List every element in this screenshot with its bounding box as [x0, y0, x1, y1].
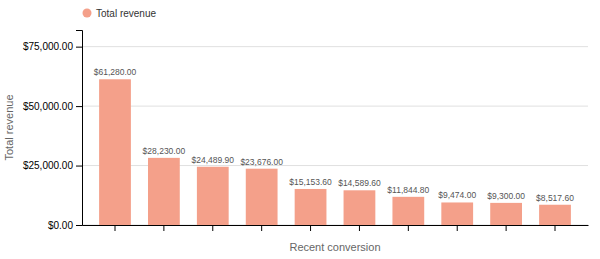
bar	[490, 203, 522, 225]
x-tick-mark	[163, 225, 164, 231]
data-label: $61,280.00	[94, 67, 137, 77]
grid-line	[82, 106, 588, 107]
x-axis-title: Recent conversion	[289, 241, 380, 253]
x-tick	[163, 225, 164, 231]
bar	[148, 158, 180, 225]
bar	[246, 169, 278, 225]
y-tick-mark	[76, 225, 82, 226]
y-axis-title: Total revenue	[3, 94, 15, 160]
x-tick-mark	[359, 225, 360, 231]
plot: $0.00 $25,000.00 $50,000.00 $75,000.00 $61,2…	[23, 31, 589, 232]
x-tick	[506, 225, 507, 231]
legend-marker	[83, 9, 92, 18]
bar	[344, 190, 376, 225]
x-tick-mark	[555, 225, 556, 231]
legend: Total revenue	[83, 8, 157, 19]
legend-label: Total revenue	[96, 8, 156, 19]
grid	[82, 47, 588, 225]
data-label: $9,474.00	[438, 190, 476, 200]
data-label: $11,844.80	[387, 185, 429, 195]
bar	[441, 202, 473, 225]
x-tick-mark	[506, 225, 507, 231]
y-tick: $25,000.00	[23, 160, 82, 171]
data-labels: $61,280.00 $28,230.00 $24,489.90 $23,676.00…	[94, 67, 574, 202]
y-tick-mark	[76, 166, 82, 167]
y-tick-mark	[76, 47, 82, 48]
data-label: $15,153.60	[289, 177, 332, 187]
x-tick-mark	[408, 225, 409, 231]
data-label: $23,676.00	[240, 157, 283, 167]
y-tick-mark	[76, 106, 82, 107]
data-label: $28,230.00	[143, 146, 186, 156]
y-tick-label: $0.00	[48, 220, 73, 231]
data-label: $9,300.00	[487, 191, 525, 201]
x-tick	[457, 225, 458, 231]
x-axis	[83, 225, 589, 231]
x-tick	[555, 225, 556, 231]
bar	[539, 205, 571, 225]
y-tick-label: $25,000.00	[23, 160, 73, 171]
bar	[295, 189, 327, 225]
y-axis: $0.00 $25,000.00 $50,000.00 $75,000.00	[23, 31, 83, 231]
x-axis-line	[83, 225, 589, 226]
x-tick	[115, 225, 116, 231]
x-tick	[261, 225, 262, 231]
x-tick-mark	[457, 225, 458, 231]
grid-line	[82, 46, 588, 47]
data-label: $14,589.60	[338, 178, 381, 188]
data-label: $24,489.90	[192, 155, 235, 165]
chart: $0.00 $25,000.00 $50,000.00 $75,000.00 $61,2…	[0, 0, 600, 259]
x-tick	[408, 225, 409, 231]
y-tick: $0.00	[48, 220, 82, 231]
bar	[197, 167, 229, 225]
x-tick-mark	[115, 225, 116, 231]
bar	[392, 197, 424, 225]
data-label: $8,517.60	[536, 193, 574, 203]
y-tick-label: $75,000.00	[23, 41, 73, 52]
bar	[99, 79, 131, 225]
y-tick: $50,000.00	[23, 101, 82, 112]
x-tick-mark	[212, 225, 213, 231]
y-axis-line	[76, 31, 83, 226]
x-tick	[212, 225, 213, 231]
y-tick: $75,000.00	[23, 41, 82, 52]
x-tick-mark	[310, 225, 311, 231]
bars	[99, 79, 571, 225]
x-tick	[310, 225, 311, 231]
x-tick-mark	[261, 225, 262, 231]
legend-item: Total revenue	[83, 8, 157, 19]
y-tick-label: $50,000.00	[23, 101, 73, 112]
x-tick	[359, 225, 360, 231]
